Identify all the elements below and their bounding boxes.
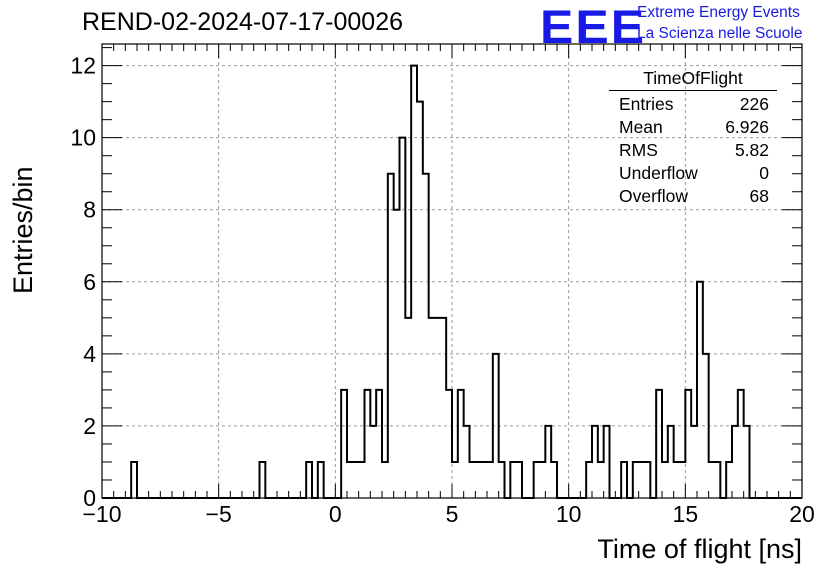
- stats-row-entries: Entries 226: [609, 93, 777, 116]
- chart-title: REND-02-2024-07-17-00026: [82, 8, 404, 36]
- y-tick-label: 12: [70, 53, 96, 79]
- x-axis-label: Time of flight [ns]: [597, 534, 802, 564]
- logo-line-2: La Scienza nelle Scuole: [637, 25, 803, 42]
- stats-box: TimeOfFlight Entries 226 Mean 6.926 RMS …: [609, 68, 777, 208]
- x-tick-label: 5: [446, 501, 459, 527]
- y-tick-label: 8: [83, 197, 96, 223]
- stats-label: Overflow: [619, 186, 689, 206]
- stats-title: TimeOfFlight: [609, 68, 777, 91]
- stats-label: RMS: [619, 140, 658, 160]
- stats-row-rms: RMS 5.82: [609, 139, 777, 162]
- y-tick-label: 2: [83, 413, 96, 439]
- x-tick-label: 20: [789, 501, 815, 527]
- stats-row-mean: Mean 6.926: [609, 116, 777, 139]
- x-tick-label: −10: [82, 501, 121, 527]
- stats-label: Underflow: [619, 163, 698, 183]
- x-tick-label: −5: [206, 501, 232, 527]
- eee-logo: EEE: [540, 0, 647, 54]
- y-tick-label: 10: [70, 125, 96, 151]
- stats-value: 0: [759, 163, 769, 183]
- x-tick-label: 10: [556, 501, 582, 527]
- histogram-line: [102, 64, 802, 499]
- x-tick-label: 15: [673, 501, 699, 527]
- stats-value: 6.926: [725, 117, 769, 137]
- y-tick-label: 6: [83, 269, 96, 295]
- stats-value: 226: [739, 94, 769, 114]
- stats-label: Mean: [619, 117, 663, 137]
- stats-value: 5.82: [734, 140, 769, 160]
- logo-line-1: Extreme Energy Events: [637, 4, 800, 21]
- y-tick-label: 4: [83, 341, 96, 367]
- x-tick-label: 0: [329, 501, 342, 527]
- y-axis-label: Entries/bin: [8, 166, 38, 294]
- stats-value: 68: [749, 186, 769, 206]
- y-tick-label: 0: [83, 485, 96, 511]
- stats-label: Entries: [619, 94, 674, 114]
- stats-row-underflow: Underflow 0: [609, 162, 777, 185]
- stats-row-overflow: Overflow 68: [609, 185, 777, 208]
